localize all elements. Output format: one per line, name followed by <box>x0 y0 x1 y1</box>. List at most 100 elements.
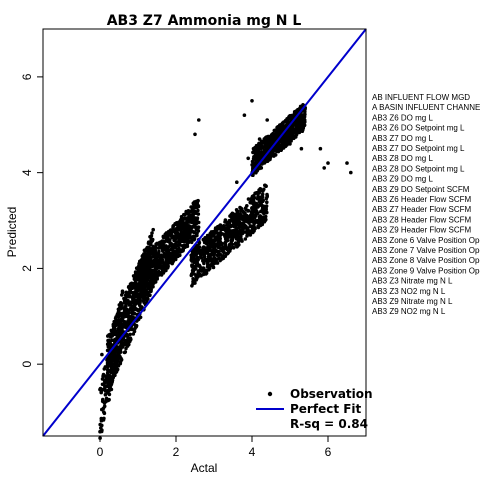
observation-point <box>201 246 205 250</box>
observation-point <box>102 410 106 414</box>
observation-point <box>184 209 188 214</box>
observation-point <box>182 237 187 241</box>
observation-point <box>114 365 119 369</box>
observation-point <box>145 247 150 251</box>
x-axis-label: Actal <box>191 461 218 475</box>
observation-point <box>300 125 304 129</box>
observation-point <box>295 127 300 132</box>
observation-point <box>216 236 221 240</box>
observation-point <box>122 309 127 314</box>
observation-point <box>246 197 251 201</box>
observation-point <box>235 180 239 184</box>
x-axis: 0 2 4 6 <box>97 436 332 459</box>
observation-point <box>201 251 206 256</box>
observation-point <box>178 218 183 223</box>
observation-point <box>148 242 153 246</box>
observation-point <box>188 231 192 235</box>
observation-point <box>279 144 283 149</box>
observation-point <box>246 156 250 161</box>
observation-point <box>156 252 161 257</box>
variable-label: AB3 Z9 Nitrate mg N L <box>372 297 453 306</box>
observation-point <box>178 232 183 237</box>
observation-point <box>141 260 146 265</box>
observation-point <box>112 319 116 324</box>
observation-point <box>149 234 154 238</box>
observation-point <box>156 270 161 274</box>
observation-point <box>176 254 180 258</box>
observation-point <box>193 132 197 137</box>
observation-point <box>257 141 261 146</box>
variable-label: AB3 Zone 8 Valve Position Ope <box>372 256 480 265</box>
observation-point <box>151 282 155 286</box>
observation-point <box>169 232 173 236</box>
observation-point <box>272 128 277 133</box>
observation-point <box>294 123 298 128</box>
observation-point <box>106 338 110 343</box>
observation-point <box>166 257 170 262</box>
observation-point <box>161 245 165 249</box>
observation-point <box>265 192 269 197</box>
observation-point <box>108 356 113 361</box>
observation-point <box>209 242 213 247</box>
observation-point <box>194 217 199 221</box>
observation-point <box>201 258 206 263</box>
observation-point <box>215 253 220 258</box>
observation-point <box>120 293 124 297</box>
observation-point <box>130 304 135 309</box>
observation-point <box>219 243 224 247</box>
observation-point <box>143 284 147 289</box>
plot-area <box>42 28 367 440</box>
observation-point <box>256 203 260 208</box>
observation-point <box>288 137 293 141</box>
variable-label: AB INFLUENT FLOW MGD <box>372 93 470 102</box>
observation-point <box>210 259 214 264</box>
observation-point <box>126 340 130 344</box>
legend-r-squared: R-sq = 0.84 <box>290 417 368 431</box>
chart-title: AB3 Z7 Ammonia mg N L <box>107 13 302 29</box>
observation-point <box>216 242 221 246</box>
observation-point <box>164 268 168 273</box>
observation-point <box>257 137 262 141</box>
observation-point <box>155 242 160 246</box>
observation-point <box>265 118 270 122</box>
observation-point <box>195 261 200 266</box>
observation-point <box>235 214 239 218</box>
observation-point <box>187 228 191 232</box>
observation-point <box>288 115 293 120</box>
observation-point <box>144 293 149 297</box>
observation-point <box>176 221 180 226</box>
observation-point <box>123 300 127 305</box>
observation-point <box>100 423 104 428</box>
observation-point <box>207 268 211 272</box>
observation-point <box>124 321 128 326</box>
observation-point <box>190 208 194 212</box>
observation-point <box>127 292 131 297</box>
observation-point <box>99 388 104 393</box>
observation-point <box>318 146 323 151</box>
variable-label: AB3 Z9 DO mg L <box>372 175 433 184</box>
observation-point <box>102 381 107 386</box>
observation-point <box>153 264 158 269</box>
observation-point <box>235 244 240 248</box>
observation-point <box>112 332 117 337</box>
observation-point <box>106 334 110 338</box>
observation-point <box>169 253 174 257</box>
observation-point <box>290 125 295 129</box>
y-axis-label: Predicted <box>5 207 19 258</box>
observation-point <box>102 401 107 405</box>
observation-point <box>165 260 170 264</box>
observation-point <box>127 302 132 307</box>
observation-point <box>232 219 236 224</box>
observation-point <box>170 248 175 252</box>
observation-point <box>262 187 266 192</box>
observation-point <box>132 300 136 304</box>
observation-point <box>257 166 262 171</box>
observation-point <box>132 281 137 286</box>
observation-point <box>240 239 244 243</box>
observation-point <box>113 316 118 321</box>
observation-point <box>166 264 170 269</box>
observation-point <box>183 245 187 249</box>
observation-point <box>100 407 104 412</box>
observation-point <box>216 249 221 254</box>
observation-point <box>230 235 235 240</box>
